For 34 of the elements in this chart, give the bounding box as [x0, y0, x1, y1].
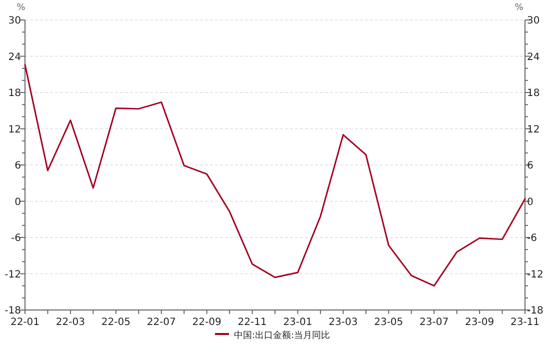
- x-tick-label: 23-07: [420, 317, 449, 328]
- y-tick-label: 0: [14, 196, 21, 208]
- legend-label: 中国:出口金额:当月同比: [234, 330, 330, 341]
- y-tick-label: 12: [8, 124, 21, 136]
- x-tick-label: 23-09: [465, 317, 494, 328]
- y-axis-title: %: [16, 3, 26, 13]
- x-tick-label: 22-11: [238, 317, 267, 328]
- x-tick-label: 23-05: [374, 317, 404, 328]
- x-tick-label: 23-11: [510, 317, 540, 328]
- y2-tick-label: 12: [527, 124, 540, 136]
- x-tick-label: 22-03: [56, 317, 85, 328]
- y2-tick-label: -12: [527, 269, 544, 280]
- y2-tick-label: -18: [527, 306, 544, 316]
- y-tick-label: 30: [8, 16, 21, 26]
- y-tick-label: -12: [4, 269, 21, 280]
- x-tick-label: 22-05: [101, 317, 130, 328]
- y2-axis-title: %: [514, 3, 524, 13]
- y2-tick-label: 6: [527, 160, 534, 172]
- y-tick-label: -6: [11, 233, 21, 244]
- y2-tick-label: 24: [527, 52, 540, 63]
- x-tick-label: 23-01: [283, 317, 312, 328]
- y-tick-label: -18: [4, 306, 21, 316]
- y2-tick-label: -6: [527, 233, 537, 244]
- y2-tick-label: 30: [527, 16, 540, 26]
- x-tick-label: 22-01: [10, 317, 40, 328]
- line-series: [24, 64, 526, 287]
- y2-tick-label: 18: [527, 88, 540, 99]
- y-tick-label: 18: [8, 88, 21, 99]
- x-tick-label: 22-07: [146, 317, 176, 328]
- y-tick-label: 24: [8, 52, 21, 63]
- x-tick-label: 23-03: [328, 317, 358, 328]
- x-tick-label: 22-09: [192, 317, 222, 328]
- y2-tick-label: 0: [527, 196, 534, 208]
- y-tick-label: 6: [14, 160, 21, 172]
